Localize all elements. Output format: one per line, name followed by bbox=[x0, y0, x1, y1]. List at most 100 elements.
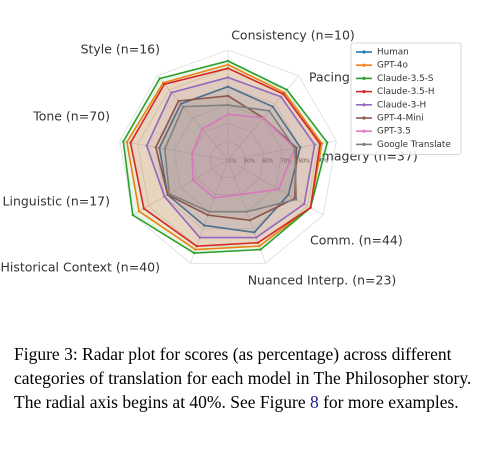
point bbox=[226, 67, 230, 70]
point bbox=[255, 236, 258, 239]
category-label: Style (n=16) bbox=[81, 42, 160, 57]
point bbox=[295, 146, 298, 150]
point bbox=[226, 112, 230, 116]
legend-label: Claude-3.5-H bbox=[377, 87, 435, 97]
legend-marker bbox=[362, 129, 366, 133]
point bbox=[299, 146, 302, 149]
point bbox=[163, 82, 166, 86]
series-line bbox=[122, 60, 329, 254]
point bbox=[262, 116, 265, 120]
figure-ref[interactable]: 8 bbox=[309, 392, 319, 412]
caption-text: Figure 3: Radar plot for scores (as perc… bbox=[14, 344, 472, 412]
point bbox=[318, 142, 322, 145]
point bbox=[168, 192, 171, 196]
point bbox=[129, 141, 132, 145]
legend-marker bbox=[362, 90, 366, 94]
point bbox=[213, 196, 216, 200]
legend-label: Claude-3-H bbox=[377, 100, 426, 110]
r-tick-label: 70% bbox=[280, 159, 291, 165]
point bbox=[154, 146, 157, 149]
point bbox=[239, 193, 242, 196]
legend-marker bbox=[362, 116, 366, 120]
series-area bbox=[126, 64, 322, 250]
legend-label: GPT-4o bbox=[377, 61, 408, 71]
point bbox=[206, 213, 210, 217]
point bbox=[309, 206, 312, 209]
point bbox=[137, 210, 141, 213]
spoke bbox=[156, 75, 229, 161]
caption: Figure 3: Radar plot for scores (as perc… bbox=[14, 342, 476, 414]
legend-box bbox=[350, 42, 462, 155]
point bbox=[198, 236, 201, 239]
legend-marker bbox=[362, 76, 366, 80]
point bbox=[190, 152, 194, 155]
point bbox=[226, 85, 230, 88]
point bbox=[282, 92, 285, 96]
r-tick-label: 50% bbox=[244, 159, 255, 165]
grid-line bbox=[119, 49, 337, 264]
series-area bbox=[159, 86, 301, 233]
point bbox=[287, 193, 290, 197]
point bbox=[131, 213, 134, 217]
point bbox=[158, 146, 161, 150]
legend-label: Human bbox=[377, 48, 409, 58]
grid-line bbox=[191, 122, 265, 195]
series-area bbox=[130, 68, 321, 247]
point bbox=[256, 241, 260, 244]
point bbox=[200, 127, 204, 131]
legend-marker bbox=[362, 142, 366, 146]
caption-text: for more examples. bbox=[318, 392, 459, 412]
point bbox=[191, 178, 195, 182]
point bbox=[122, 140, 125, 143]
legend-label: GPT-3.5 bbox=[377, 127, 411, 137]
point bbox=[279, 95, 283, 99]
point bbox=[248, 219, 252, 222]
r-tick-label: 60% bbox=[262, 159, 273, 165]
point bbox=[259, 248, 262, 251]
point bbox=[295, 198, 298, 201]
series-line bbox=[126, 63, 323, 251]
series-line bbox=[145, 76, 316, 239]
series-area bbox=[146, 77, 315, 238]
point bbox=[177, 99, 180, 103]
point bbox=[192, 251, 196, 255]
point bbox=[313, 143, 316, 146]
series-area bbox=[155, 95, 297, 221]
point bbox=[125, 140, 129, 144]
point bbox=[194, 248, 197, 251]
legend-marker bbox=[362, 50, 366, 54]
point bbox=[226, 76, 230, 79]
category-label: Comm. (n=44) bbox=[310, 233, 403, 248]
spoke bbox=[119, 140, 229, 161]
point bbox=[182, 105, 185, 108]
spoke bbox=[227, 159, 324, 216]
point bbox=[145, 144, 148, 147]
point bbox=[202, 224, 206, 227]
point bbox=[226, 94, 230, 98]
legend-label: Google Translate bbox=[377, 140, 451, 150]
point bbox=[226, 103, 230, 107]
series-line bbox=[191, 113, 296, 199]
series-line bbox=[129, 67, 321, 247]
grid-line bbox=[209, 141, 247, 178]
point bbox=[277, 188, 281, 191]
r-tick-label: 80% bbox=[299, 159, 310, 165]
point bbox=[258, 244, 261, 248]
point bbox=[195, 244, 198, 248]
category-label: Linguistic (n=17) bbox=[3, 194, 110, 209]
point bbox=[320, 142, 324, 145]
point bbox=[303, 202, 306, 206]
point bbox=[163, 195, 166, 198]
category-label: Pacing bbox=[309, 70, 350, 85]
series-line bbox=[163, 104, 298, 213]
point bbox=[179, 102, 183, 106]
point bbox=[253, 231, 256, 234]
series-line bbox=[158, 85, 302, 234]
category-label: Tone (n=70) bbox=[32, 109, 110, 124]
chart: 40%50%60%70%80%90%Consistency (n=10)Paci… bbox=[0, 28, 462, 288]
spoke bbox=[227, 140, 337, 161]
point bbox=[268, 109, 271, 113]
category-label: Nuanced Interp. (n=23) bbox=[248, 273, 397, 288]
point bbox=[170, 91, 173, 94]
